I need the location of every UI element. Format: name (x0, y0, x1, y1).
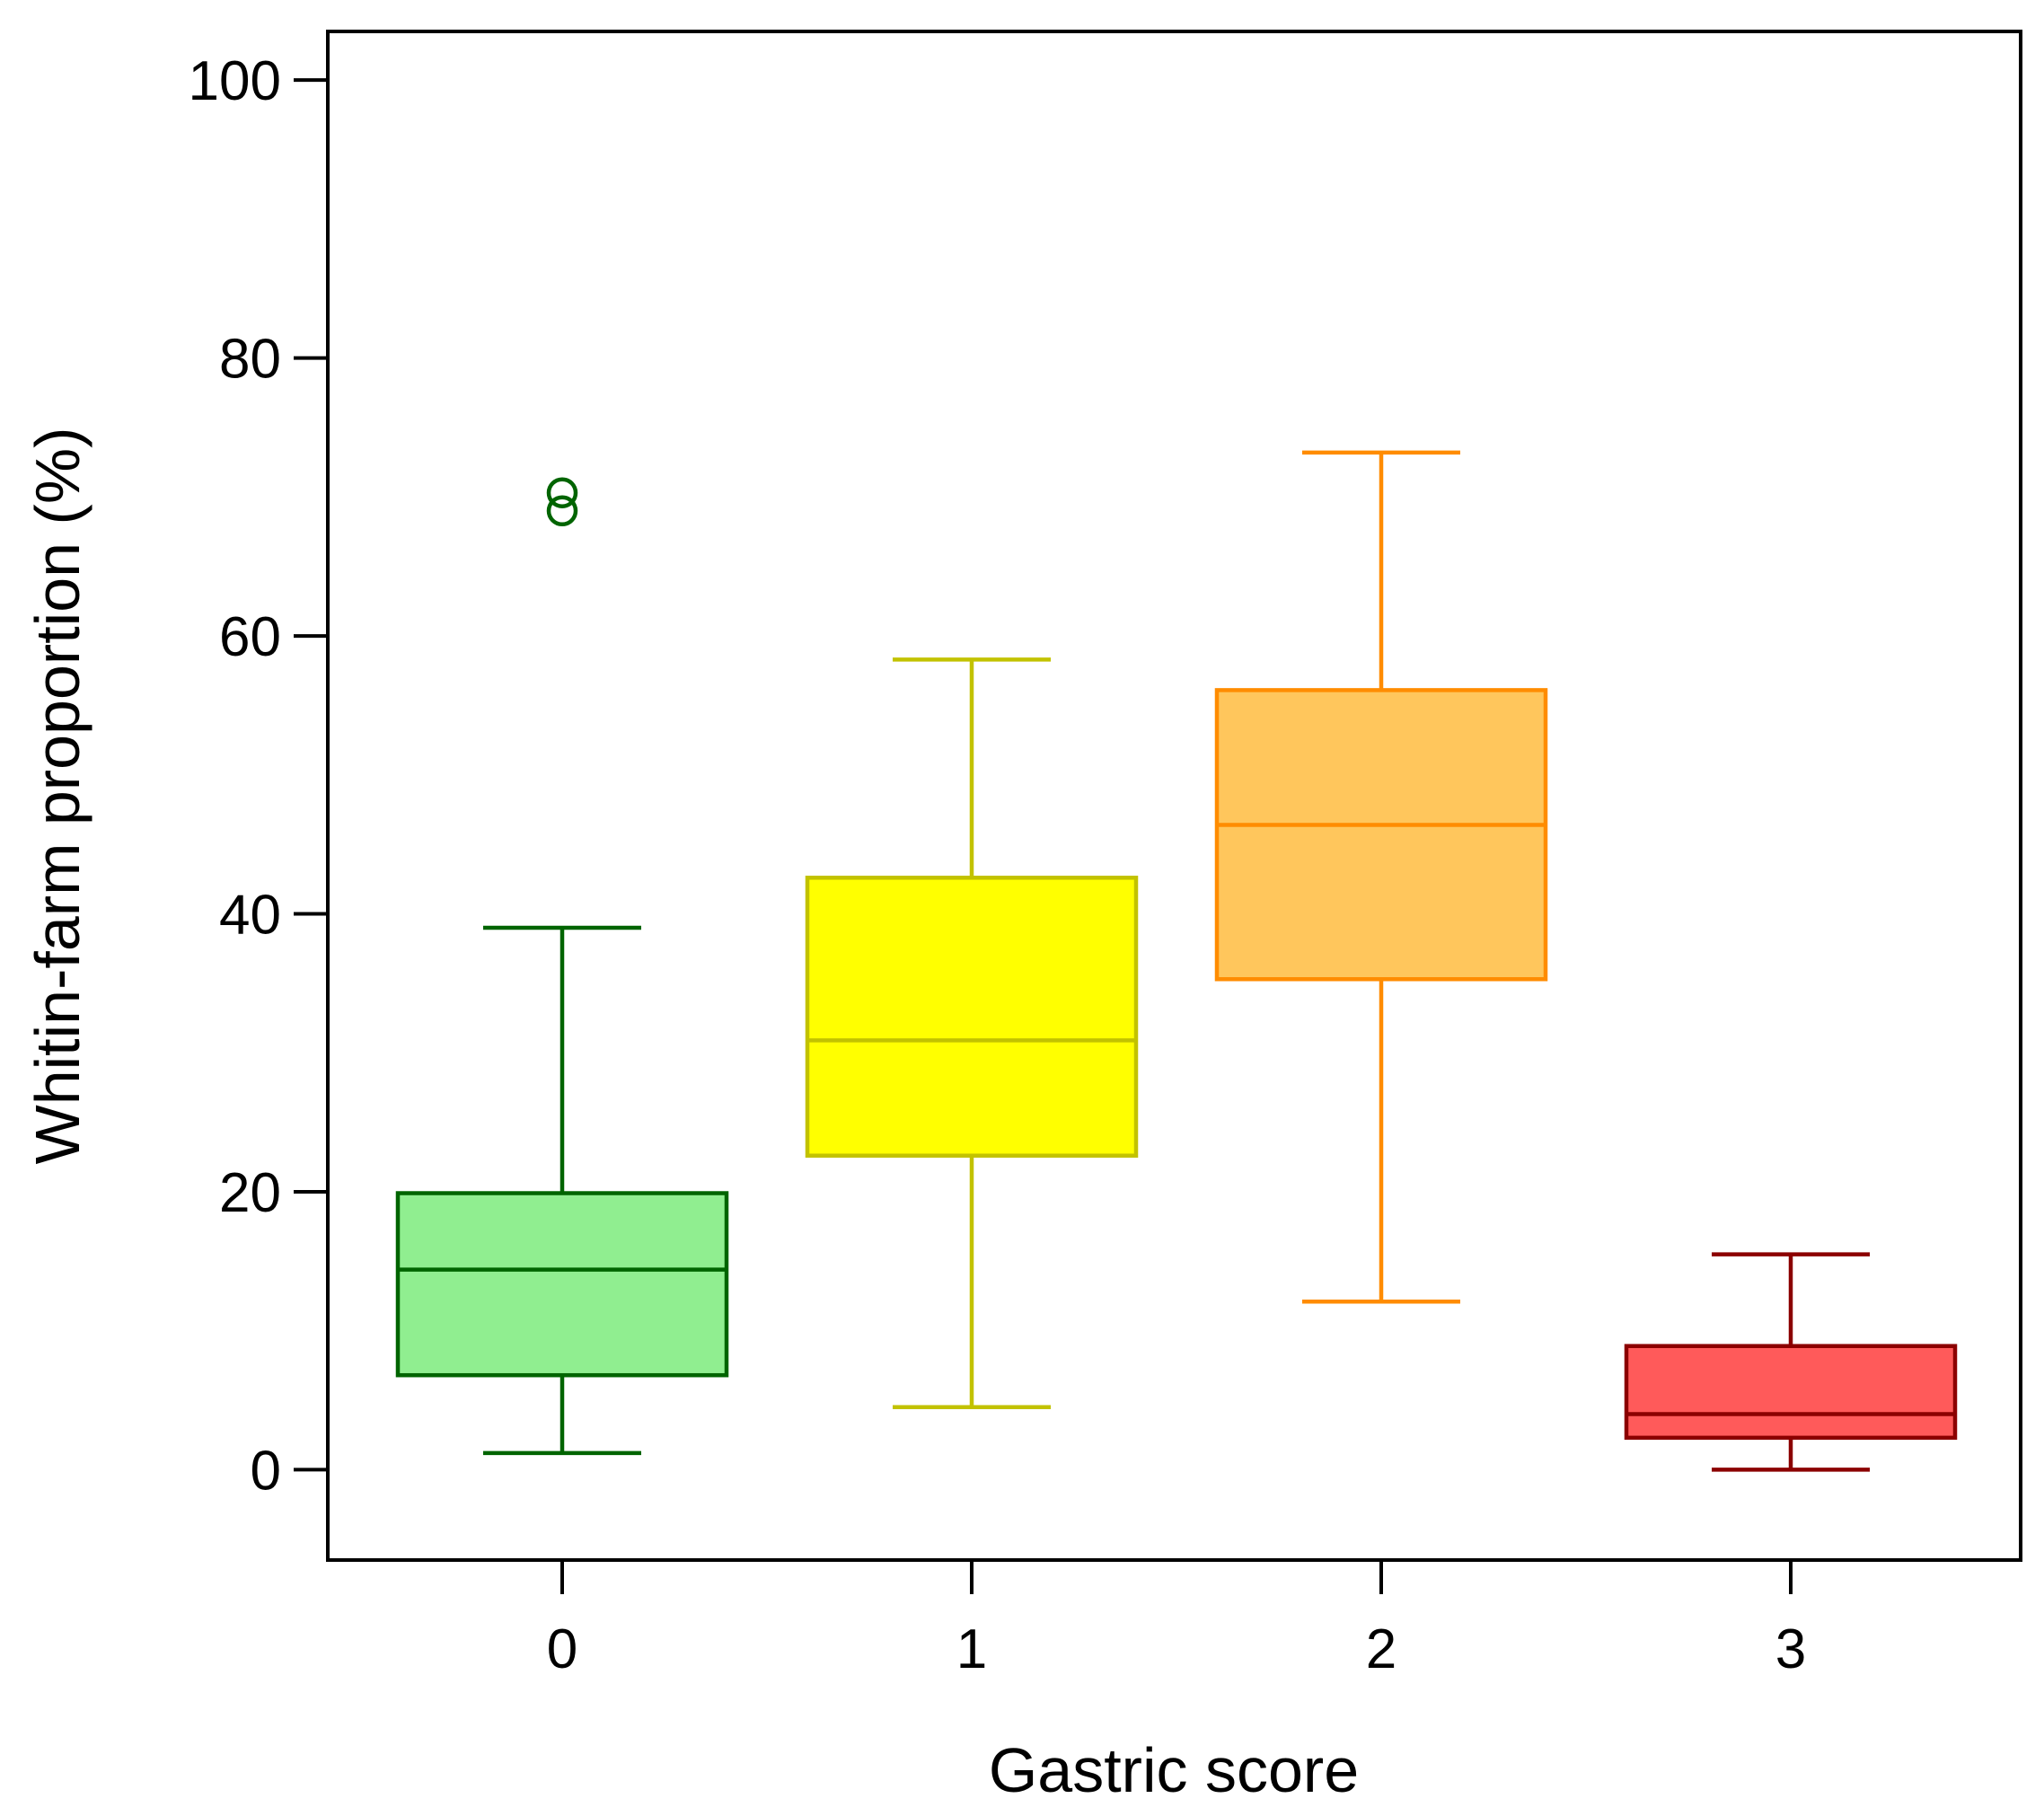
box-group-2 (1214, 450, 1548, 1304)
x-tick-label-1: 1 (956, 1618, 987, 1680)
box-group-1 (805, 657, 1139, 1410)
box-1 (805, 876, 1139, 1158)
y-tick-label-60: 60 (219, 606, 281, 668)
y-tick-label-40: 40 (219, 885, 281, 947)
y-tick-label-100: 100 (189, 50, 281, 112)
x-tick-label-0: 0 (547, 1618, 577, 1680)
y-tick-label-20: 20 (219, 1162, 281, 1224)
y-tick-label-80: 80 (219, 329, 281, 391)
outlier-point-0-1 (546, 495, 578, 527)
x-tick-label-3: 3 (1775, 1618, 1806, 1680)
plot-frame (326, 30, 2022, 1562)
box-group-0 (395, 477, 729, 1456)
y-tick-label-0: 0 (251, 1440, 281, 1502)
x-axis: 0 1 2 3 (547, 1560, 1806, 1680)
box-3 (1624, 1344, 1958, 1441)
x-axis-label: Gastric score (989, 1735, 1359, 1805)
x-tick-label-2: 2 (1366, 1618, 1396, 1680)
y-axis-label: Whitin-farm proportion (%) (22, 428, 93, 1165)
box-0 (395, 1191, 729, 1378)
y-axis: 0 20 40 60 80 100 (189, 50, 328, 1502)
box-group-3 (1624, 1252, 1958, 1472)
plot-layer (395, 450, 1958, 1472)
box-2 (1214, 688, 1548, 982)
outlier-point-0-0 (546, 477, 578, 508)
